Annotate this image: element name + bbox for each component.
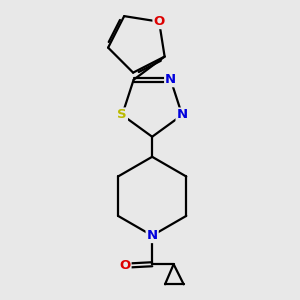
Text: S: S	[117, 109, 127, 122]
Text: O: O	[119, 259, 130, 272]
Text: N: N	[177, 109, 188, 122]
Text: N: N	[147, 229, 158, 242]
Text: O: O	[154, 15, 165, 28]
Text: N: N	[165, 73, 176, 86]
